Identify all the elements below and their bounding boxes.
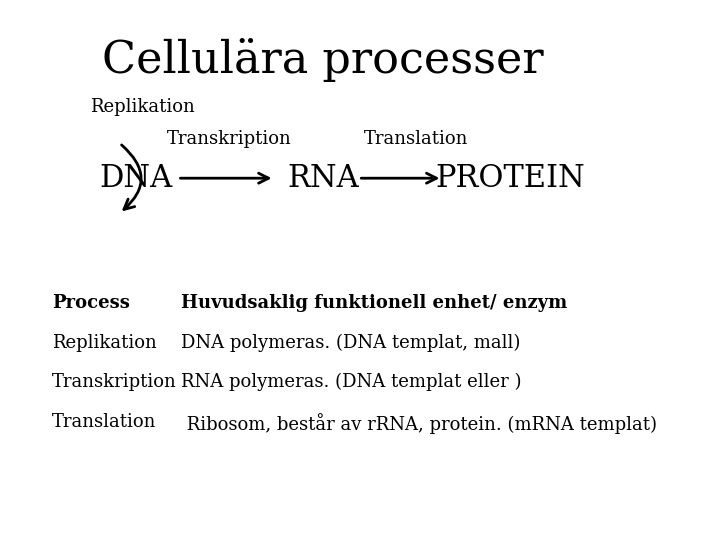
Text: Translation: Translation [364, 131, 469, 149]
Text: RNA polymeras. (DNA templat eller ): RNA polymeras. (DNA templat eller ) [181, 373, 521, 392]
Text: Replikation: Replikation [52, 334, 156, 352]
Text: Transkription: Transkription [52, 373, 176, 391]
Text: Cellulära processer: Cellulära processer [102, 38, 544, 82]
Text: Transkription: Transkription [167, 131, 292, 149]
Text: Translation: Translation [52, 413, 156, 430]
Text: Huvudsaklig funktionell enhet/ enzym: Huvudsaklig funktionell enhet/ enzym [181, 294, 567, 312]
Text: DNA polymeras. (DNA templat, mall): DNA polymeras. (DNA templat, mall) [181, 334, 520, 352]
Text: Replikation: Replikation [91, 98, 195, 116]
Text: RNA: RNA [287, 163, 359, 194]
Text: Ribosom, består av rRNA, protein. (mRNA templat): Ribosom, består av rRNA, protein. (mRNA … [181, 413, 657, 434]
Text: PROTEIN: PROTEIN [436, 163, 585, 194]
Text: Process: Process [52, 294, 130, 312]
Text: DNA: DNA [99, 163, 172, 194]
